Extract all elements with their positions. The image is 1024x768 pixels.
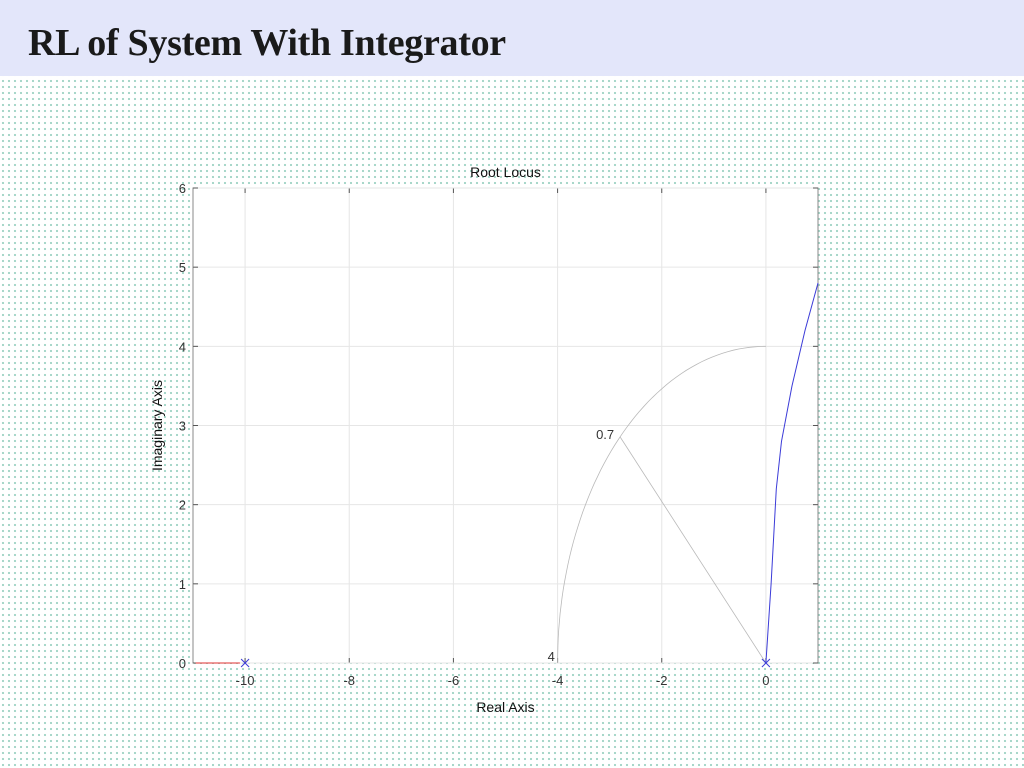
y-tick-label: 0 [179,656,186,671]
pole-marker [761,658,771,668]
x-tick-label: -4 [552,673,564,688]
y-tick-label: 2 [179,498,186,513]
y-tick-label: 3 [179,419,186,434]
natural-frequency-label: 4 [548,649,555,664]
pole-marker [240,658,250,668]
y-tick-label: 5 [179,260,186,275]
locus-branch [765,282,819,664]
y-tick-label: 1 [179,577,186,592]
x-axis-title: Real Axis [476,699,534,715]
y-tick-label: 6 [179,181,186,196]
x-tick-label: -10 [236,673,255,688]
damping-ratio-label: 0.7 [596,427,614,442]
y-tick-label: 4 [179,339,186,354]
pole-stroke [761,658,771,668]
locus-branches [195,282,819,664]
pole-stroke [240,658,250,668]
x-tick-label: -6 [448,673,460,688]
slide-title: RL of System With Integrator [28,22,506,64]
y-axis-title: Imaginary Axis [149,380,165,471]
tick-labels: -10 -8 -6 -4 -2 0 0 1 2 3 4 5 6 [179,181,770,688]
chart-title: Root Locus [470,164,541,180]
title-band [0,0,1024,76]
x-tick-label: -8 [343,673,355,688]
natural-frequency-arc [557,345,766,664]
pole-markers [240,658,771,668]
x-tick-label: -2 [656,673,668,688]
sgrid-curves [557,345,767,664]
x-tick-label: 0 [762,673,769,688]
grid-lines [193,187,818,664]
damping-ratio-line [619,436,767,664]
